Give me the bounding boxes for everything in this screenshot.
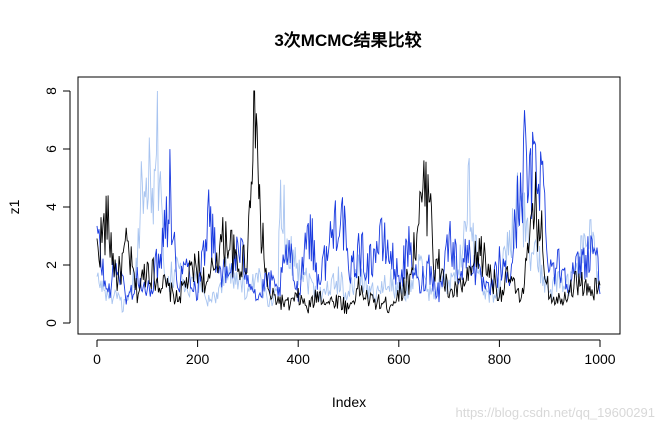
series-line-0 (96, 90, 601, 315)
x-tick-label-4: 800 (488, 351, 512, 367)
series-line-1 (96, 110, 601, 305)
x-tick-label-2: 400 (287, 351, 311, 367)
x-tick-label-1: 200 (186, 351, 210, 367)
series-group (96, 90, 601, 315)
x-tick-label-0: 0 (93, 351, 101, 367)
y-axis: 0 2 4 6 8 (43, 87, 71, 327)
y-tick-label-2: 4 (43, 203, 59, 211)
plot-frame (77, 76, 621, 335)
x-axis: 0 200 400 600 800 1000 (93, 339, 616, 367)
x-axis-label: Index (332, 394, 366, 410)
y-tick-label-0: 0 (43, 319, 59, 327)
y-tick-label-3: 6 (43, 145, 59, 153)
x-tick-label-3: 600 (387, 351, 411, 367)
y-tick-label-4: 8 (43, 87, 59, 95)
chart-title: 3次MCMC结果比较 (274, 30, 421, 50)
watermark: https://blog.csdn.net/qq_19600291 (456, 405, 656, 420)
y-axis-label: z1 (6, 199, 22, 214)
x-tick-label-5: 1000 (584, 351, 615, 367)
y-tick-label-1: 2 (43, 261, 59, 269)
